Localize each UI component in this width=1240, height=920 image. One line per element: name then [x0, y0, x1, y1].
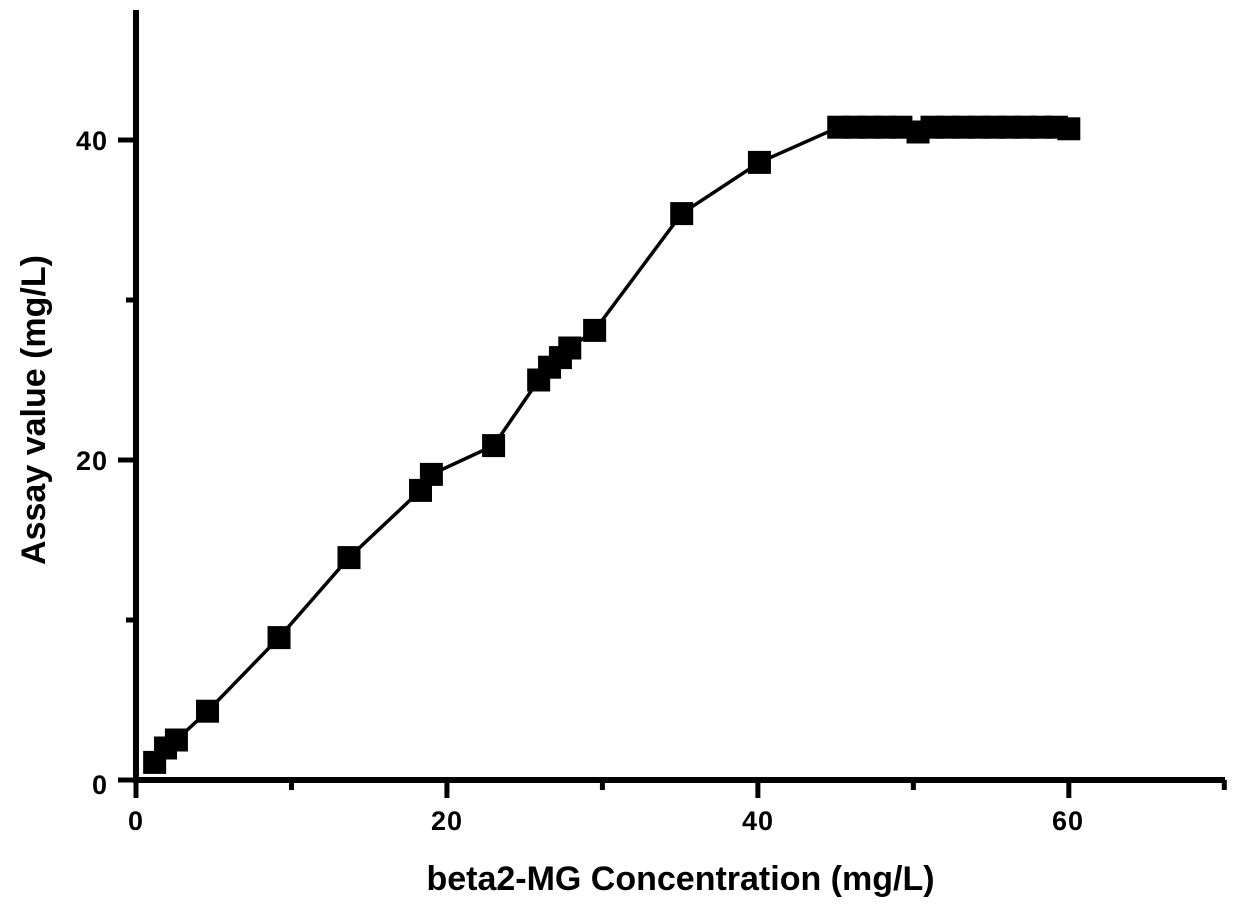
data-point-marker — [164, 728, 188, 752]
x-major-tick — [133, 780, 139, 798]
y-minor-tick — [126, 617, 136, 623]
data-point-marker — [196, 699, 220, 723]
data-point-marker — [419, 462, 443, 486]
data-point-marker — [482, 434, 506, 458]
data-line — [153, 125, 1070, 764]
x-minor-tick — [1221, 780, 1227, 790]
x-minor-tick — [910, 780, 916, 790]
x-minor-tick — [599, 780, 605, 790]
x-tick-label-0: 0 — [127, 806, 145, 836]
x-major-tick — [755, 780, 761, 798]
x-axis-line — [133, 777, 1225, 783]
y-axis-title: Assay value (mg/L) — [15, 255, 53, 565]
y-tick-label-0: 0 — [91, 770, 108, 800]
data-point-marker — [267, 626, 291, 650]
y-axis-line — [133, 10, 139, 783]
data-point-marker — [558, 336, 582, 360]
data-point-marker — [337, 546, 361, 570]
x-tick-label-20: 20 — [430, 806, 464, 836]
data-point-marker — [670, 202, 694, 226]
x-tick-label-40: 40 — [741, 806, 775, 836]
y-major-tick — [118, 457, 136, 463]
x-major-tick — [444, 780, 450, 798]
y-tick-label-20: 20 — [75, 446, 108, 476]
data-point-marker — [747, 150, 771, 174]
x-tick-label-60: 60 — [1051, 806, 1085, 836]
y-major-tick — [118, 777, 136, 783]
y-minor-tick — [126, 297, 136, 303]
x-axis-title: beta2-MG Concentration (mg/L) — [426, 860, 935, 898]
data-point-marker — [583, 318, 607, 342]
data-point-marker — [1057, 117, 1081, 141]
y-major-tick — [118, 137, 136, 143]
x-major-tick — [1066, 780, 1072, 798]
x-minor-tick — [288, 780, 294, 790]
y-tick-label-40: 40 — [75, 126, 108, 156]
